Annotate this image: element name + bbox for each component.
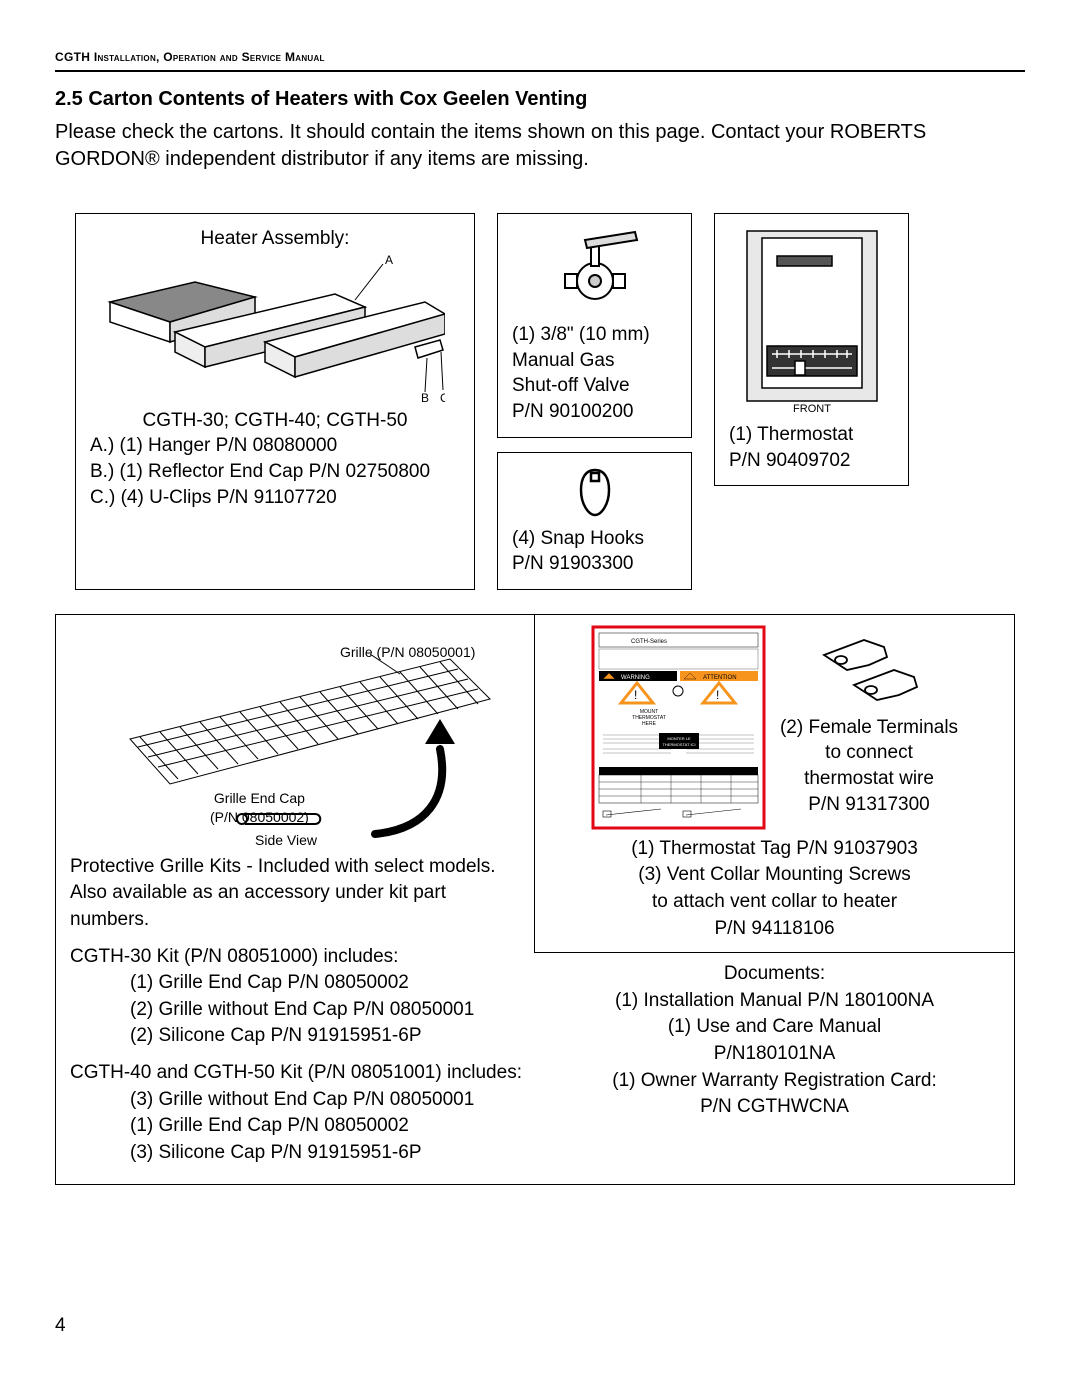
svg-text:ATTENTION: ATTENTION bbox=[703, 675, 737, 681]
terminals-illustration bbox=[809, 625, 929, 715]
hooks-box: (4) Snap Hooks P/N 91903300 bbox=[497, 452, 692, 590]
term-l3: thermostat wire bbox=[804, 766, 934, 792]
grille-illustration: Grille (P/N 08050001) Grille End Cap (P/… bbox=[70, 629, 523, 854]
grille-endcap-label2: (P/N 08050002) bbox=[210, 808, 309, 828]
heater-label-c: C bbox=[440, 391, 445, 402]
valve-box: (1) 3/8" (10 mm) Manual Gas Shut-off Val… bbox=[497, 213, 692, 438]
bottom-box: Grille (P/N 08050001) Grille End Cap (P/… bbox=[55, 614, 1015, 1186]
docs-l4: (1) Owner Warranty Registration Card: bbox=[547, 1068, 1002, 1095]
kit30-1: (1) Grille End Cap P/N 08050002 bbox=[70, 970, 523, 997]
heater-illustration: A B C bbox=[90, 252, 460, 402]
valve-l2: Manual Gas bbox=[512, 348, 677, 374]
heater-line-b: B.) (1) Reflector End Cap P/N 02750800 bbox=[90, 459, 460, 485]
term-l2: to connect bbox=[825, 740, 913, 766]
kit40-3: (3) Silicone Cap P/N 91915951-6P bbox=[70, 1140, 523, 1167]
heater-box: Heater Assembly: bbox=[75, 213, 475, 590]
valve-l1: (1) 3/8" (10 mm) bbox=[512, 322, 677, 348]
svg-text:!: ! bbox=[716, 688, 719, 702]
documents-block: Documents: (1) Installation Manual P/N 1… bbox=[535, 953, 1014, 1137]
tag-line: (1) Thermostat Tag P/N 91037903 bbox=[547, 836, 1002, 863]
bottom-right: CGTH-Series WARNING ATTENTION ! bbox=[535, 615, 1014, 1185]
header-rest: Installation, Operation and Service Manu… bbox=[90, 50, 325, 64]
svg-text:WARNING: WARNING bbox=[621, 675, 650, 681]
thermo-l1: (1) Thermostat bbox=[729, 422, 894, 448]
svg-text:THERMOSTAT ICI: THERMOSTAT ICI bbox=[662, 742, 695, 747]
screws-l3: P/N 94118106 bbox=[547, 916, 1002, 943]
svg-text:HERE: HERE bbox=[642, 721, 657, 727]
svg-text:CGTH-Series: CGTH-Series bbox=[631, 639, 667, 645]
docs-head: Documents: bbox=[547, 961, 1002, 988]
docs-l2: (1) Use and Care Manual bbox=[547, 1014, 1002, 1041]
screws-l1: (3) Vent Collar Mounting Screws bbox=[547, 862, 1002, 889]
thermo-l2: P/N 90409702 bbox=[729, 448, 894, 474]
svg-text:MONTER LE: MONTER LE bbox=[667, 736, 691, 741]
docs-l3: P/N180101NA bbox=[547, 1041, 1002, 1068]
kit40-1: (3) Grille without End Cap P/N 08050001 bbox=[70, 1087, 523, 1114]
grille-endcap-label1: Grille End Cap bbox=[210, 789, 309, 809]
grille-sideview: Side View bbox=[255, 831, 317, 851]
grille-desc: Protective Grille Kits - Included with s… bbox=[70, 854, 523, 934]
heater-models: CGTH-30; CGTH-40; CGTH-50 bbox=[90, 408, 460, 434]
thermostat-tag-illustration: CGTH-Series WARNING ATTENTION ! bbox=[591, 625, 766, 830]
bottom-left: Grille (P/N 08050001) Grille End Cap (P/… bbox=[56, 615, 535, 1185]
valve-l3: Shut-off Valve bbox=[512, 373, 677, 399]
thermostat-box: FRONT (1) Thermostat P/N 90409702 bbox=[714, 213, 909, 486]
section-intro: Please check the cartons. It should cont… bbox=[55, 119, 1025, 173]
term-l1: (2) Female Terminals bbox=[780, 715, 958, 741]
docs-l1: (1) Installation Manual P/N 180100NA bbox=[547, 988, 1002, 1015]
bottom-right-top: CGTH-Series WARNING ATTENTION ! bbox=[534, 615, 1014, 953]
screws-l2: to attach vent collar to heater bbox=[547, 889, 1002, 916]
kit40-2: (1) Grille End Cap P/N 08050002 bbox=[70, 1113, 523, 1140]
kit40-head: CGTH-40 and CGTH-50 Kit (P/N 08051001) i… bbox=[70, 1060, 523, 1087]
page-number: 4 bbox=[55, 1315, 1025, 1337]
svg-text:!: ! bbox=[634, 688, 637, 702]
top-row: Heater Assembly: bbox=[75, 213, 1025, 590]
section-title: 2.5 Carton Contents of Heaters with Cox … bbox=[55, 88, 1025, 111]
heater-line-a: A.) (1) Hanger P/N 08080000 bbox=[90, 433, 460, 459]
kit30-3: (2) Silicone Cap P/N 91915951-6P bbox=[70, 1023, 523, 1050]
header-prefix: CGTH bbox=[55, 50, 90, 64]
heater-label-b: B bbox=[421, 391, 429, 402]
thermostat-illustration: FRONT bbox=[729, 226, 894, 416]
hooks-l2: P/N 91903300 bbox=[512, 551, 677, 577]
kit30-2: (2) Grille without End Cap P/N 08050001 bbox=[70, 997, 523, 1024]
thermostat-front-label: FRONT bbox=[793, 403, 831, 415]
hooks-l1: (4) Snap Hooks bbox=[512, 526, 677, 552]
running-header: CGTH Installation, Operation and Service… bbox=[55, 50, 1025, 72]
heater-label-a: A bbox=[385, 253, 393, 267]
kit30-head: CGTH-30 Kit (P/N 08051000) includes: bbox=[70, 944, 523, 971]
valve-illustration bbox=[512, 226, 677, 316]
valve-l4: P/N 90100200 bbox=[512, 399, 677, 425]
docs-l5: P/N CGTHWCNA bbox=[547, 1094, 1002, 1121]
hook-illustration bbox=[512, 465, 677, 520]
term-l4: P/N 91317300 bbox=[808, 792, 930, 818]
heater-title: Heater Assembly: bbox=[90, 226, 460, 252]
heater-line-c: C.) (4) U-Clips P/N 91107720 bbox=[90, 485, 460, 511]
grille-label: Grille (P/N 08050001) bbox=[340, 643, 475, 663]
